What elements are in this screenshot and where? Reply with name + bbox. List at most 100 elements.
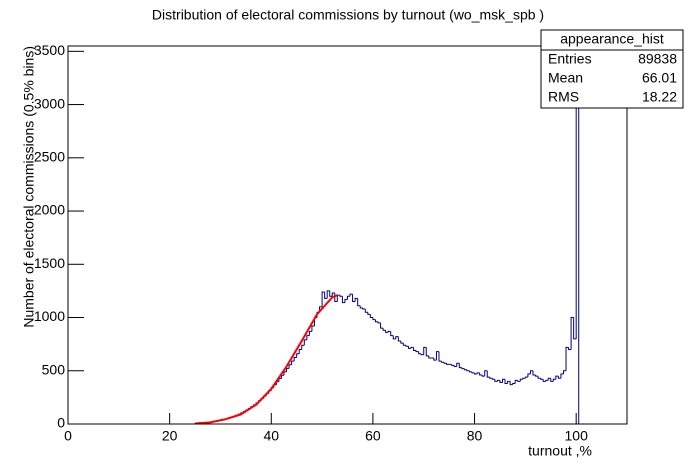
histogram-bin (512, 383, 516, 385)
y-tick-label: 2500 (34, 149, 65, 165)
y-tick-label: 3500 (34, 42, 65, 58)
histogram-bin (413, 347, 417, 352)
histogram-bin (496, 379, 500, 382)
histogram-bin (387, 330, 391, 333)
histogram-bin (562, 370, 567, 374)
histogram-bin (545, 379, 549, 382)
stats-label: Entries (548, 51, 592, 67)
histogram-bin (321, 291, 325, 307)
histogram-bin (423, 346, 427, 355)
histogram-bin (463, 368, 467, 371)
histogram-bin (392, 335, 396, 340)
histogram-bin (402, 343, 406, 346)
histogram-bin (560, 373, 564, 379)
y-tick-label: 2000 (34, 202, 65, 218)
histogram-bin (354, 297, 358, 302)
histogram-bin (552, 378, 556, 382)
histogram-bin (347, 295, 351, 300)
histogram-bin (555, 375, 559, 380)
histogram-bin (578, 46, 582, 424)
histogram-bin (407, 346, 412, 349)
stats-value: 89838 (638, 51, 677, 67)
histogram-bin (410, 346, 414, 349)
histogram-bin (385, 330, 389, 333)
histogram-bin (453, 365, 457, 368)
stats-title: appearance_hist (560, 31, 664, 47)
histogram-bin (509, 381, 513, 386)
histogram-bin (301, 344, 305, 350)
x-tick-label: 0 (64, 428, 72, 444)
histogram-bin (331, 292, 335, 297)
histogram-bin (458, 363, 462, 369)
y-axis-title: Number of electoral commissions (0.5% bi… (21, 46, 37, 328)
frame (67, 45, 628, 425)
histogram-bin (329, 290, 333, 297)
histogram-bin (326, 290, 330, 299)
x-tick-label: 60 (365, 428, 381, 444)
stats-value: 66.01 (642, 70, 677, 86)
histogram-bin (573, 317, 577, 340)
histogram-bin (441, 361, 445, 363)
x-tick-label: 80 (467, 428, 483, 444)
histogram-bin (504, 379, 508, 385)
x-tick-label: 20 (162, 428, 178, 444)
histogram-bin (476, 372, 480, 374)
histogram-bin (418, 351, 422, 355)
histogram-bin (466, 369, 470, 372)
histogram-bin (428, 355, 432, 359)
plot-area (68, 46, 627, 424)
histogram-bin (435, 351, 439, 361)
histogram-bin (517, 380, 521, 382)
histogram-bin (380, 322, 384, 329)
histogram-bin (519, 378, 523, 382)
histogram-bin (570, 317, 574, 350)
histogram-bin (527, 373, 531, 378)
histogram-bin (471, 371, 475, 374)
histogram-bin (296, 353, 300, 358)
y-tick-label: 1500 (34, 255, 65, 271)
histogram-bin (438, 351, 442, 362)
histogram-bin (369, 314, 373, 319)
histogram-bin (288, 364, 292, 369)
y-tick-label: 1000 (34, 308, 65, 324)
histogram-bin (400, 340, 404, 344)
histogram-bin (522, 377, 526, 380)
histogram-bin (532, 370, 536, 376)
histogram-bin (382, 328, 386, 331)
histogram-bin (535, 375, 539, 377)
histogram-bin (456, 362, 460, 367)
histogram-bin (357, 298, 361, 307)
histogram-bin (324, 291, 328, 299)
histogram-bin (308, 330, 312, 336)
histogram-bin (405, 345, 409, 347)
histogram-bin (451, 364, 455, 366)
histogram-bin (499, 380, 503, 383)
stats-label: Mean (548, 70, 583, 86)
histogram-bin (468, 370, 473, 373)
histogram-bin (575, 46, 577, 339)
histogram-bin (547, 377, 551, 381)
histogram-bin (568, 347, 572, 350)
fit-curve (194, 294, 338, 424)
y-tick-label: 0 (57, 415, 65, 431)
x-tick-label: 40 (263, 428, 279, 444)
histogram-bin (494, 379, 498, 382)
histogram-bin (349, 293, 353, 297)
histogram-bin (486, 370, 490, 378)
histogram-bin (362, 307, 366, 310)
histogram-bin (514, 379, 518, 384)
histogram-bin (484, 370, 488, 377)
histogram-bin (303, 339, 307, 346)
histogram-bin (311, 325, 315, 332)
histogram-bin (420, 353, 424, 356)
histogram-bin (352, 294, 356, 303)
histogram-bin (481, 375, 485, 377)
histogram-bin (501, 378, 506, 383)
histogram-bin (433, 357, 437, 361)
histogram-bin (339, 295, 343, 297)
histogram-bin (344, 298, 348, 303)
histogram-bin (377, 321, 381, 324)
histogram-bin (550, 378, 554, 382)
histogram-bin (367, 312, 371, 315)
